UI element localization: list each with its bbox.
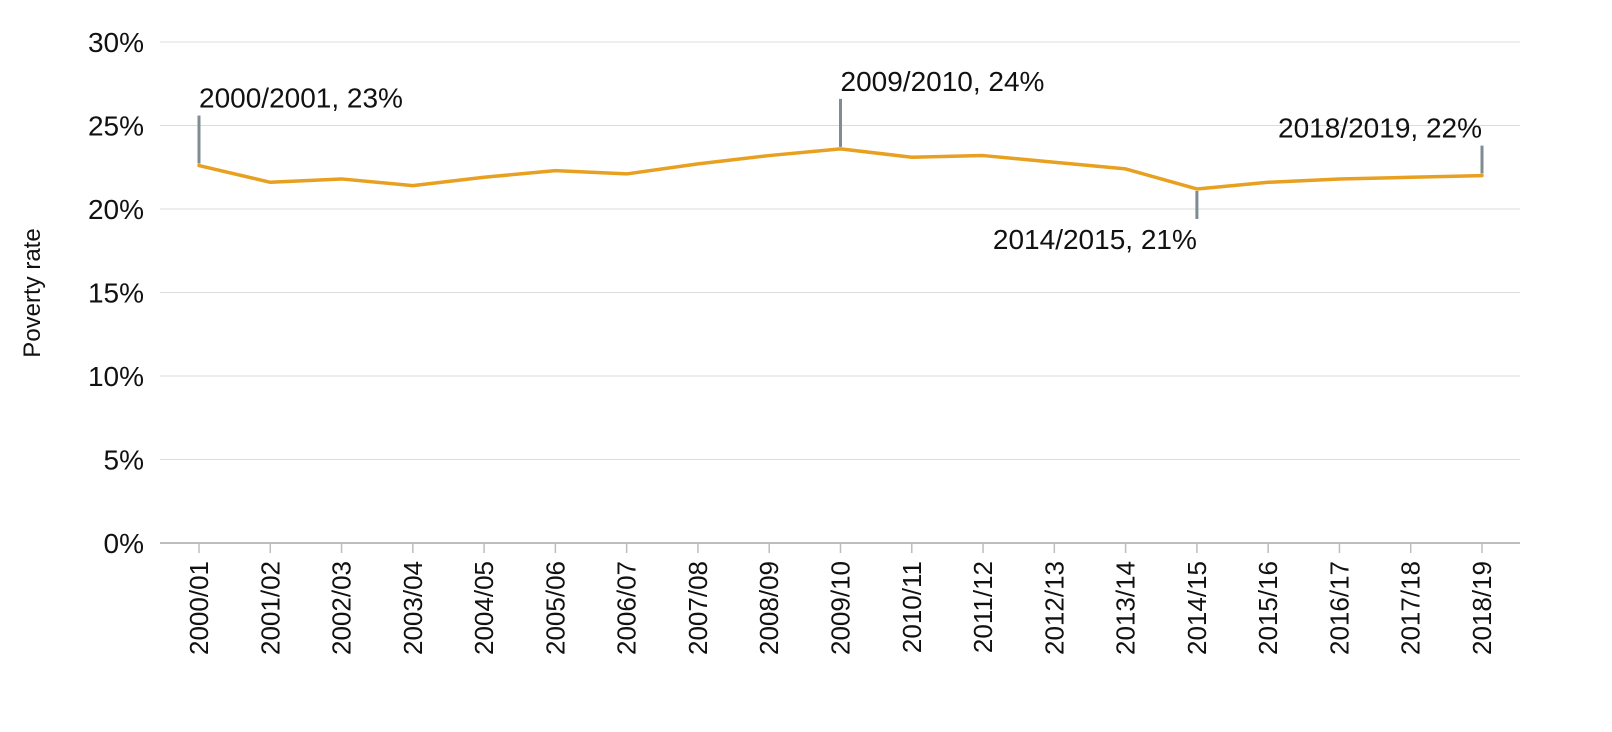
x-tick-label: 2017/18 [1396, 561, 1426, 655]
x-tick-label: 2007/08 [683, 561, 713, 655]
annotations: 2000/2001, 23% 2009/2010, 24% 2014/2015, 2… [197, 66, 1484, 255]
x-tick-label: 2001/02 [255, 561, 285, 655]
x-tick-label: 2014/15 [1182, 561, 1212, 655]
y-tick-label: 20% [88, 194, 144, 225]
x-tick-label: 2016/17 [1324, 561, 1354, 655]
x-tick-label: 2009/10 [826, 561, 856, 655]
annotation-label: 2018/2019, 22% [1278, 113, 1482, 144]
y-tick-label: 10% [88, 361, 144, 392]
y-axis-label: Poverty rate [19, 228, 46, 357]
x-tick-label: 2015/16 [1253, 561, 1283, 655]
annotation-label: 2014/2015, 21% [993, 224, 1197, 255]
series-line [197, 147, 1484, 191]
series-layer [197, 147, 1484, 191]
x-tick-label: 2004/05 [469, 561, 499, 655]
x-tick-label: 2002/03 [327, 561, 357, 655]
x-tick-label: 2012/13 [1039, 561, 1069, 655]
annotation-label: 2009/2010, 24% [841, 66, 1045, 97]
y-axis-ticks: 0% 5% 10% 15% 20% 25% 30% [88, 27, 144, 559]
x-tick-label: 2018/19 [1467, 561, 1497, 655]
y-tick-label: 0% [104, 528, 144, 559]
x-tick-label: 2003/04 [398, 561, 428, 655]
x-tick-label: 2000/01 [184, 561, 214, 655]
x-tick-label: 2008/09 [754, 561, 784, 655]
x-tick-label: 2005/06 [540, 561, 570, 655]
y-tick-label: 25% [88, 111, 144, 142]
x-tick-label: 2011/12 [968, 561, 998, 653]
x-tick-label: 2006/07 [612, 561, 642, 655]
y-tick-label: 30% [88, 27, 144, 58]
x-tick-label: 2010/11 [897, 561, 927, 653]
x-axis: 2000/01 2001/02 2002/03 2003/04 2004/05 2005/… [160, 542, 1520, 655]
y-tick-label: 5% [104, 445, 144, 476]
y-tick-label: 15% [88, 278, 144, 309]
x-tick-label: 2013/14 [1111, 561, 1141, 655]
annotation-label: 2000/2001, 23% [199, 83, 403, 114]
